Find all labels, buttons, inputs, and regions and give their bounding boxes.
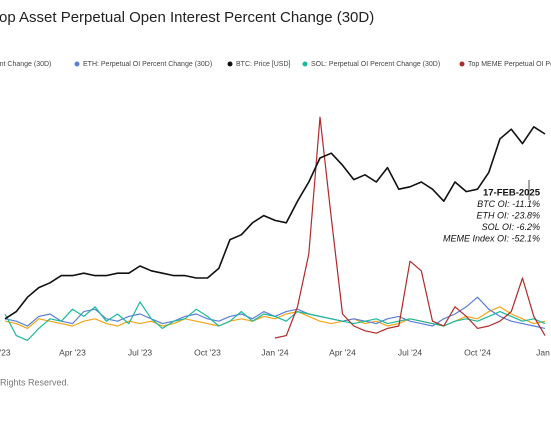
legend-marker xyxy=(74,61,80,67)
annotation-text: BTC OI: -11.1% xyxy=(477,199,540,209)
x-tick-label: Apr '24 xyxy=(329,347,356,357)
annotation-text: ETH OI: -23.8% xyxy=(476,210,540,220)
legend-label: ETH: Perpetual OI Percent Change (30D) xyxy=(83,61,212,68)
legend-label: BTC: Price [USD] xyxy=(236,61,291,68)
footer: Rights Reserved. xyxy=(0,377,69,387)
legend-marker xyxy=(227,61,233,67)
annotation-text: MEME Index OI: -52.1% xyxy=(443,233,540,243)
x-tick-label: Jan ' xyxy=(536,347,551,357)
series-line xyxy=(274,116,546,339)
series-line xyxy=(4,301,546,341)
x-tick-label: Jan '24 xyxy=(261,347,288,357)
series-line xyxy=(4,296,546,329)
annotation-title: 17-FEB-2025 xyxy=(483,188,541,199)
chart-title: op Asset Perpetual Open Interest Percent… xyxy=(0,9,374,26)
x-tick-label: Jul '23 xyxy=(128,347,153,357)
x-tick-label: Oct '23 xyxy=(194,347,221,357)
annotation-text: SOL OI: -6.2% xyxy=(482,222,540,232)
series-line xyxy=(4,306,546,329)
x-tick-label: Oct '24 xyxy=(464,347,491,357)
x-tick-label: Apr '23 xyxy=(59,347,86,357)
x-tick-label: Jul '24 xyxy=(398,347,423,357)
series-line xyxy=(4,126,546,320)
legend-label: SOL: Perpetual OI Percent Change (30D) xyxy=(311,61,440,68)
legend-marker xyxy=(302,61,308,67)
legend-label: ercent Change (30D) xyxy=(0,61,51,68)
legend-marker xyxy=(459,61,465,67)
x-tick-label: '23 xyxy=(0,347,11,357)
legend-label: Top MEME Perpetual OI Pe xyxy=(468,61,551,68)
